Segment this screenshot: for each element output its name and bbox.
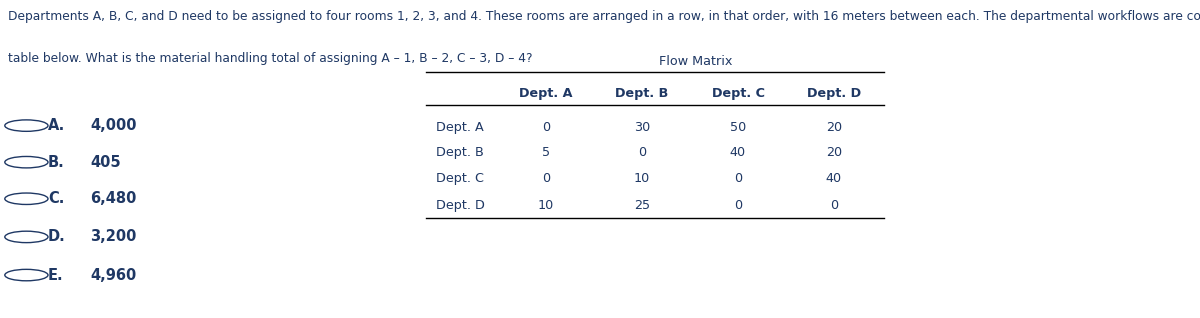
Text: 0: 0 [734,199,742,212]
Text: 0: 0 [830,199,838,212]
Text: Departments A, B, C, and D need to be assigned to four rooms 1, 2, 3, and 4. The: Departments A, B, C, and D need to be as… [8,10,1200,23]
Text: E.: E. [48,267,64,283]
Text: Flow Matrix: Flow Matrix [659,55,733,68]
Text: 50: 50 [730,121,746,134]
Text: 3,200: 3,200 [90,229,137,245]
Text: 0: 0 [542,121,550,134]
Text: 4,960: 4,960 [90,267,137,283]
Text: 20: 20 [826,146,842,159]
Text: 0: 0 [542,172,550,185]
Text: 40: 40 [730,146,746,159]
Text: Dept. D: Dept. D [436,199,485,212]
Text: 10: 10 [634,172,650,185]
Text: A.: A. [48,118,65,133]
Text: 20: 20 [826,121,842,134]
Text: 30: 30 [634,121,650,134]
Text: 405: 405 [90,155,121,170]
Text: Dept. D: Dept. D [806,87,862,100]
Text: table below. What is the material handling total of assigning A – 1, B – 2, C – : table below. What is the material handli… [8,52,533,66]
Text: Dept. A: Dept. A [520,87,572,100]
Text: 10: 10 [538,199,554,212]
Text: Dept. A: Dept. A [436,121,484,134]
Text: B.: B. [48,155,65,170]
Text: 5: 5 [542,146,550,159]
Text: Dept. B: Dept. B [616,87,668,100]
Text: Dept. C: Dept. C [436,172,484,185]
Text: Dept. C: Dept. C [712,87,764,100]
Text: 25: 25 [634,199,650,212]
Text: 0: 0 [734,172,742,185]
Text: 0: 0 [638,146,646,159]
Text: D.: D. [48,229,66,245]
Text: 40: 40 [826,172,842,185]
Text: 4,000: 4,000 [90,118,137,133]
Text: Dept. B: Dept. B [436,146,484,159]
Text: 6,480: 6,480 [90,191,137,206]
Text: C.: C. [48,191,65,206]
